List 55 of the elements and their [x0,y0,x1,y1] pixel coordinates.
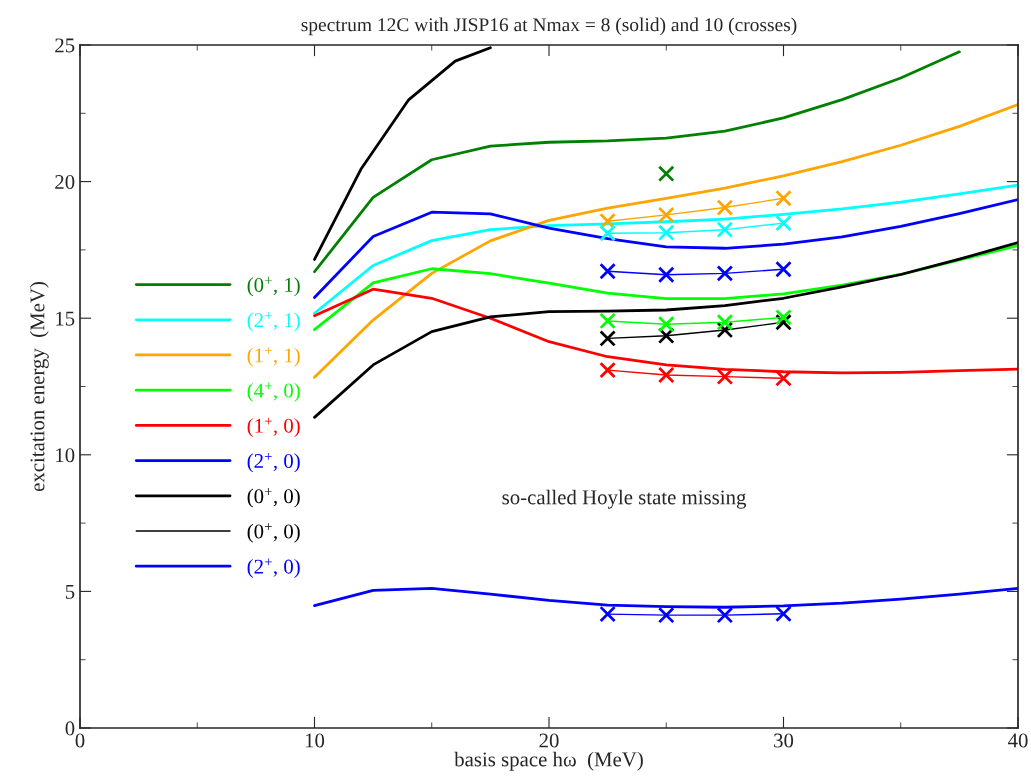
line-series [313,183,1018,315]
line-series [313,198,1018,299]
point [657,165,675,183]
point [657,206,675,224]
annotation: so-called Hoyle state missing [502,489,747,509]
legend-label: (1$^{+}$, 1) [247,347,300,367]
point [599,605,616,623]
x-tick-label: 0 [75,733,85,748]
y-tick-label: 10 [56,448,75,463]
point [775,214,792,232]
point [599,361,616,379]
point [657,224,675,242]
point [657,606,675,624]
line-series [313,241,1018,419]
point [775,369,792,387]
point [716,265,734,282]
y-tick-label: 0 [65,721,75,736]
x-tick-label: 10 [305,733,325,748]
y-tick-label: 15 [56,311,75,326]
point [716,221,734,239]
y-tick-label: 25 [55,38,75,53]
legend-label: (0$^{+}$, 0) [247,523,300,543]
x-axis-title: basis space hω (MeV) [454,751,643,771]
line-series [313,103,1018,379]
point [716,313,734,331]
legend-label: (1$^{+}$, 0) [247,417,300,438]
point [775,309,792,326]
point [599,312,616,330]
legend-label: (4$^{+}$, 0) [247,382,300,402]
point [657,266,675,284]
point [775,260,792,278]
point [599,262,616,280]
point [775,189,792,207]
point [599,330,616,347]
y-tick-label: 5 [65,584,75,599]
point [716,368,734,385]
point [716,199,734,216]
point [775,605,792,623]
x-tick-label: 20 [539,733,559,748]
point [657,315,675,333]
y-axis-title: excitation energy (MeV) [29,282,49,492]
legend-label: (2$^{+}$, 0) [247,558,300,578]
legend-label: (0$^{+}$, 1) [247,276,300,297]
line-series [313,50,961,274]
y-tick-label: 20 [55,174,75,190]
legend-label: (2$^{+}$, 1) [247,312,300,332]
legend-label: (0$^{+}$, 0) [247,488,300,508]
point [716,606,734,624]
line-series [313,46,492,261]
point [657,366,675,384]
x-tick-label: 30 [774,733,794,748]
chart-title: spectrum 12C with JISP16 at Nmax = 8 (solid) and 10 (crosses) [301,17,797,36]
legend-label: (2$^{+}$, 0) [247,452,300,473]
x-tick-label: 40 [1007,733,1028,748]
point [599,224,616,242]
